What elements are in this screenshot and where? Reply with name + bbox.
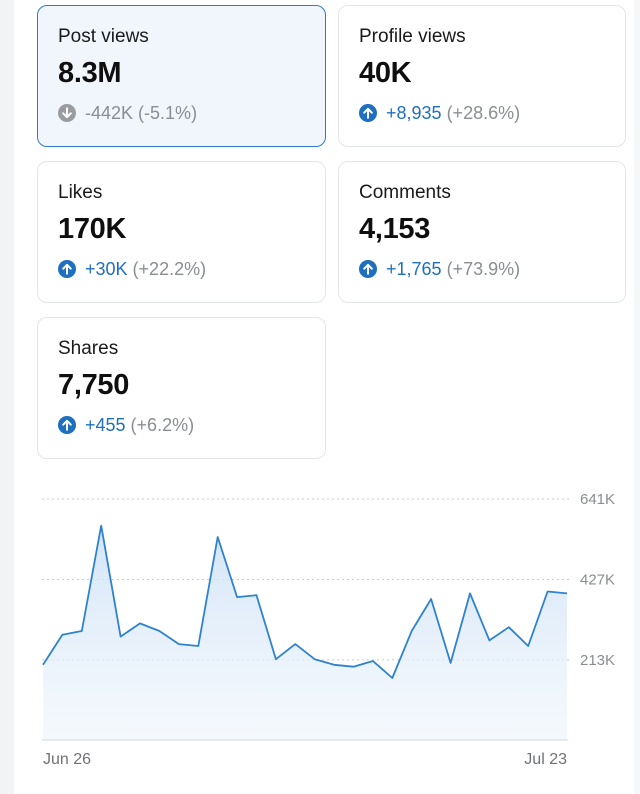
profile-views-card[interactable]: Profile views 40K +8,935 (+28.6%): [338, 5, 626, 147]
profile-views-change-percent: (+28.6%): [446, 103, 521, 123]
data-point[interactable]: [212, 531, 224, 543]
data-point[interactable]: [270, 653, 282, 665]
data-point[interactable]: [289, 638, 301, 650]
data-point[interactable]: [483, 634, 495, 646]
arrow-down-circle-icon: [58, 104, 76, 122]
comments-change-percent: (+73.9%): [446, 259, 521, 279]
data-point[interactable]: [192, 640, 204, 652]
post-views-label: Post views: [58, 26, 149, 47]
data-point[interactable]: [173, 638, 185, 650]
comments-value: 4,153: [359, 213, 431, 245]
data-point[interactable]: [37, 659, 49, 671]
arrow-up-circle-icon: [58, 416, 76, 434]
comments-card[interactable]: Comments 4,153 +1,765 (+73.9%): [338, 161, 626, 303]
post-views-change: -442K (-5.1%): [58, 102, 305, 124]
trend-line: [42, 524, 568, 679]
arrow-up-circle-icon: [58, 260, 76, 278]
y-tick-label: 641K: [580, 491, 615, 508]
data-point[interactable]: [367, 655, 379, 667]
data-point[interactable]: [56, 629, 68, 641]
y-tick-label: 213K: [580, 652, 615, 669]
data-point[interactable]: [386, 672, 398, 684]
data-point[interactable]: [134, 617, 146, 629]
shares-label: Shares: [58, 338, 119, 359]
comments-change: +1,765 (+73.9%): [359, 258, 605, 280]
likes-value: 170K: [58, 213, 127, 245]
data-point[interactable]: [464, 587, 476, 599]
shares-card[interactable]: Shares 7,750 +455 (+6.2%): [37, 317, 326, 459]
shares-change: +455 (+6.2%): [58, 414, 305, 436]
views-trend-chart[interactable]: 213K 427K 641K Jun 26 Jul 23: [0, 480, 640, 780]
data-point[interactable]: [115, 631, 127, 643]
data-point[interactable]: [231, 591, 243, 603]
arrow-up-circle-icon: [359, 260, 377, 278]
x-end-label: Jul 23: [524, 751, 567, 768]
comments-label: Comments: [359, 182, 451, 203]
data-point[interactable]: [425, 593, 437, 605]
profile-views-change: +8,935 (+28.6%): [359, 102, 605, 124]
likes-change-percent: (+22.2%): [132, 259, 207, 279]
profile-views-change-value: +8,935: [386, 103, 442, 123]
data-point[interactable]: [522, 640, 534, 652]
data-point[interactable]: [542, 585, 554, 597]
data-point[interactable]: [348, 661, 360, 673]
likes-change: +30K (+22.2%): [58, 258, 305, 280]
data-point[interactable]: [76, 625, 88, 637]
post-views-change-value: -442K: [85, 103, 134, 123]
x-start-label: Jun 26: [43, 751, 91, 768]
post-views-value: 8.3M: [58, 57, 122, 89]
likes-label: Likes: [58, 182, 103, 203]
data-point[interactable]: [328, 659, 340, 671]
trend-chart-svg: 213K 427K 641K Jun 26 Jul 23: [37, 491, 615, 768]
profile-views-value: 40K: [359, 57, 412, 89]
data-point[interactable]: [250, 589, 262, 601]
post-views-card[interactable]: Post views 8.3M -442K (-5.1%): [37, 5, 326, 147]
shares-change-value: +455: [85, 415, 126, 435]
data-point[interactable]: [95, 520, 107, 532]
data-point[interactable]: [153, 625, 165, 637]
data-point[interactable]: [406, 625, 418, 637]
comments-change-value: +1,765: [386, 259, 442, 279]
shares-change-percent: (+6.2%): [130, 415, 195, 435]
post-views-change-percent: (-5.1%): [138, 103, 198, 123]
likes-card[interactable]: Likes 170K +30K (+22.2%): [37, 161, 326, 303]
shares-value: 7,750: [58, 369, 130, 401]
data-point[interactable]: [561, 587, 573, 599]
likes-change-value: +30K: [85, 259, 128, 279]
profile-views-label: Profile views: [359, 26, 466, 47]
data-point[interactable]: [445, 657, 457, 669]
scrollbar-track[interactable]: [634, 0, 640, 794]
data-point[interactable]: [309, 653, 321, 665]
trend-area: [43, 525, 567, 740]
arrow-up-circle-icon: [359, 104, 377, 122]
data-point[interactable]: [503, 621, 515, 633]
side-panel-edge: [0, 0, 14, 794]
y-tick-label: 427K: [580, 571, 615, 588]
